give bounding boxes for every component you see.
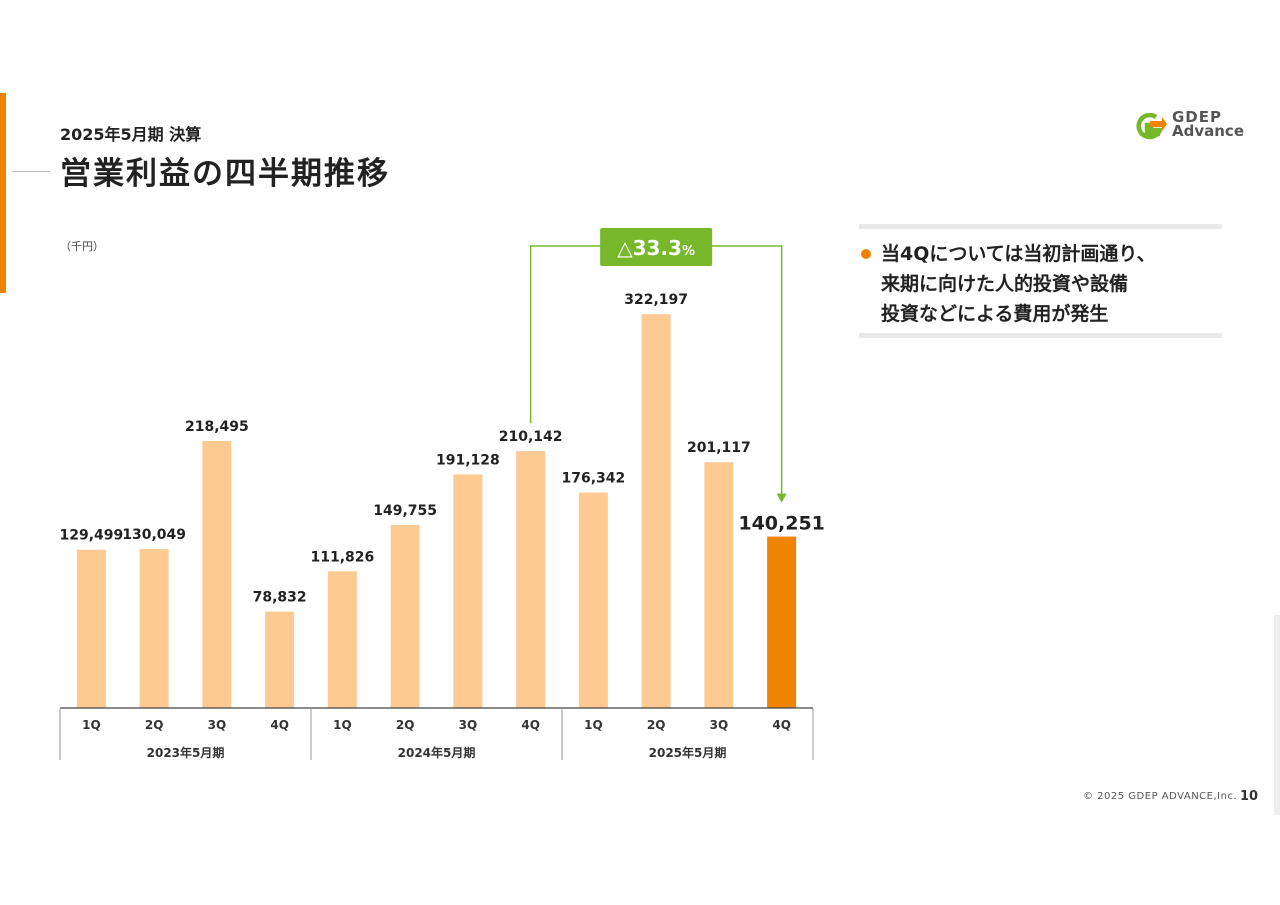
data-label: 78,832 [253, 590, 307, 606]
bar [767, 536, 797, 708]
page-number: 10 [1240, 789, 1259, 804]
data-label: 218,495 [185, 419, 249, 435]
x-tick-label: 3Q [710, 718, 729, 732]
arrow-head-icon [776, 493, 787, 503]
data-label: 322,197 [624, 292, 688, 308]
data-label: 191,128 [436, 452, 500, 468]
x-tick-label: 1Q [333, 718, 352, 732]
title-rule [12, 171, 50, 172]
x-tick-label: 2Q [145, 718, 164, 732]
page-subtitle: 2025年5月期 決算 [60, 125, 202, 144]
chart-unit-label: （千円） [60, 240, 104, 253]
bar [327, 571, 357, 708]
bar [139, 549, 169, 708]
bullet-dot-icon [861, 249, 871, 259]
change-badge-label: △33.3% [617, 236, 695, 260]
logo-text-line2: Advance [1172, 122, 1244, 140]
bar [265, 611, 295, 708]
data-label: 176,342 [561, 470, 625, 486]
logo-text-line1: GDEP [1172, 108, 1223, 126]
data-label: 201,117 [687, 440, 751, 456]
right-edge-strip [1274, 615, 1280, 815]
accent-bar [0, 93, 6, 293]
data-label: 130,049 [122, 527, 186, 543]
group-label: 2024年5月期 [398, 745, 476, 760]
bar [202, 440, 232, 708]
data-label: 210,142 [499, 429, 563, 445]
x-tick-label: 4Q [270, 718, 289, 732]
change-badge [600, 228, 713, 266]
copyright: © 2025 GDEP ADVANCE,Inc. [1083, 791, 1238, 802]
bar [390, 524, 420, 708]
x-tick-label: 3Q [208, 718, 227, 732]
data-label: 140,251 [738, 513, 825, 535]
bar [704, 462, 734, 708]
x-tick-label: 2Q [647, 718, 666, 732]
x-tick-label: 1Q [82, 718, 101, 732]
bar [641, 314, 671, 708]
bar [578, 492, 608, 708]
group-label: 2023年5月期 [147, 745, 225, 760]
group-label: 2025年5月期 [649, 745, 727, 760]
x-tick-label: 2Q [396, 718, 415, 732]
x-tick-label: 4Q [521, 718, 540, 732]
data-label: 149,755 [373, 503, 437, 519]
note-box: 当4Qについては当初計画通り、 来期に向けた人的投資や設備 投資などによる費用が… [859, 224, 1222, 338]
logo-mark-icon [1136, 113, 1167, 140]
x-tick-label: 1Q [584, 718, 603, 732]
data-label: 111,826 [310, 549, 374, 565]
data-label: 129,499 [59, 528, 123, 544]
note-line: 当4Qについては当初計画通り、 [881, 243, 1156, 265]
bar [516, 451, 546, 708]
page-title: 営業利益の四半期推移 [60, 156, 390, 192]
x-tick-label: 4Q [772, 718, 791, 732]
note-line: 来期に向けた人的投資や設備 [881, 273, 1129, 295]
bar [76, 549, 106, 708]
bar [453, 474, 483, 708]
x-tick-label: 3Q [459, 718, 478, 732]
company-logo: GDEP Advance [1136, 110, 1260, 144]
note-text: 当4Qについては当初計画通り、 来期に向けた人的投資や設備 投資などによる費用が… [881, 239, 1211, 329]
note-line: 投資などによる費用が発生 [881, 303, 1109, 325]
